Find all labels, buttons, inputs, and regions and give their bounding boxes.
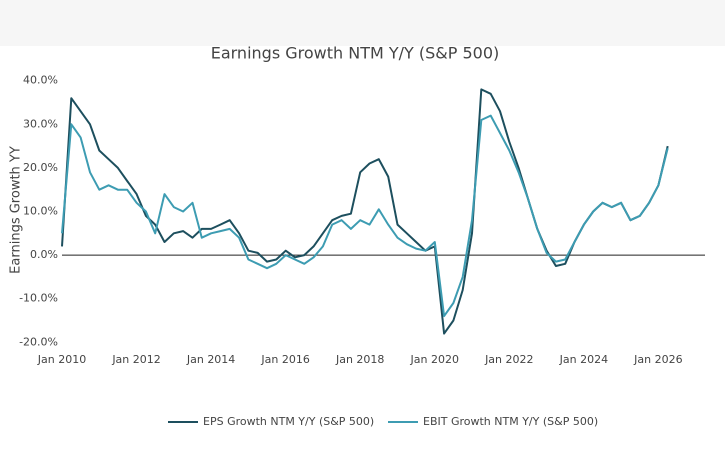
legend-label: EBIT Growth NTM Y/Y (S&P 500) [423, 415, 598, 428]
x-tick-label: Jan 2026 [633, 353, 682, 366]
x-tick-label: Jan 2014 [186, 353, 235, 366]
y-tick-label: -10.0% [19, 292, 58, 305]
y-tick-label: 30.0% [23, 117, 58, 130]
chart-title: Earnings Growth NTM Y/Y (S&P 500) [211, 44, 500, 63]
x-tick-label: Jan 2024 [559, 353, 608, 366]
y-tick-label: 10.0% [23, 205, 58, 218]
y-tick-label: 0.0% [30, 248, 58, 261]
x-tick-label: Jan 2010 [37, 353, 86, 366]
y-axis-label: Earnings Growth YY [9, 146, 24, 274]
series-line [61, 114, 669, 318]
x-tick-label: Jan 2016 [260, 353, 309, 366]
series-line [61, 88, 669, 335]
x-tick-label: Jan 2018 [335, 353, 384, 366]
x-tick-label: Jan 2022 [484, 353, 533, 366]
legend-label: EPS Growth NTM Y/Y (S&P 500) [203, 415, 374, 428]
x-tick-label: Jan 2012 [111, 353, 160, 366]
y-tick-label: 20.0% [23, 161, 58, 174]
x-tick-label: Jan 2020 [410, 353, 459, 366]
top-bar [0, 0, 725, 46]
y-tick-label: 40.0% [23, 74, 58, 87]
y-tick-label: -20.0% [19, 335, 58, 348]
